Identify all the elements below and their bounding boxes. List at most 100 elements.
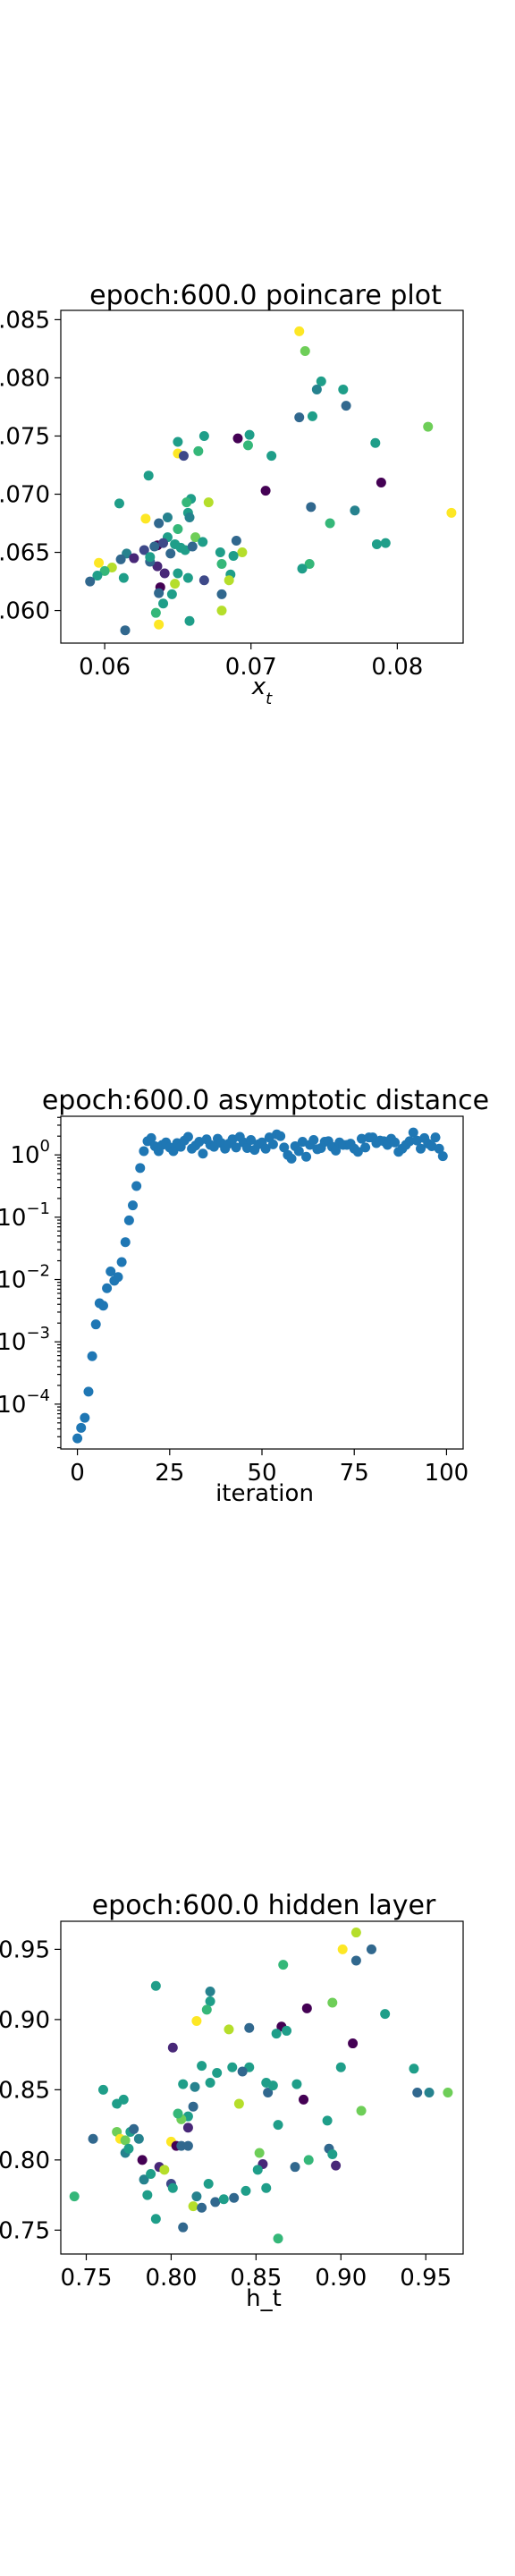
scatter-point <box>352 1147 363 1157</box>
scatter-point <box>430 1132 441 1143</box>
scatter-point <box>446 507 457 518</box>
poincare-y-ticks: 0.060 0.065 0.070 0.075 0.080 0.085 <box>0 307 61 625</box>
scatter-point <box>198 1148 208 1159</box>
scatter-point <box>404 1136 415 1147</box>
scatter-point <box>97 1301 108 1311</box>
scatter-point <box>182 1131 193 1142</box>
scatter-point <box>191 2191 202 2202</box>
asymptotic-points <box>72 1127 448 1444</box>
hidden-layer-frame <box>60 1920 464 2255</box>
scatter-point <box>371 538 382 549</box>
scatter-point <box>307 411 317 421</box>
scatter-point <box>184 615 195 626</box>
scatter-point <box>350 1928 361 1938</box>
scatter-point <box>197 2061 207 2072</box>
scatter-point <box>198 430 209 441</box>
scatter-point <box>145 552 156 563</box>
hidden-points <box>69 1928 453 2244</box>
poincare-plot-frame <box>60 309 464 644</box>
x-tick-label: 0.07 <box>225 654 277 681</box>
scatter-point <box>167 2182 178 2193</box>
scatter-point <box>286 1153 297 1164</box>
y-tick-label: 10−2 <box>0 1262 50 1294</box>
hidden-x-ticks: 0.75 0.80 0.85 0.90 0.95 <box>61 2254 452 2292</box>
scatter-point <box>150 607 161 618</box>
scatter-point <box>227 1134 238 1145</box>
scatter-point <box>129 553 139 564</box>
scatter-point <box>197 2202 207 2213</box>
scatter-point <box>380 2009 391 2020</box>
scatter-point <box>167 2042 178 2053</box>
scatter-point <box>76 1422 87 1433</box>
scatter-point <box>279 1142 290 1153</box>
scatter-point <box>72 1433 83 1444</box>
scatter-point <box>412 2087 423 2097</box>
scatter-point <box>114 498 124 509</box>
scatter-point <box>308 1134 319 1145</box>
scatter-point <box>135 1163 146 1174</box>
scatter-point <box>106 562 117 572</box>
scatter-point <box>205 1986 215 1996</box>
scatter-point <box>228 550 239 561</box>
scatter-point <box>203 2179 214 2190</box>
hidden-layer-panel: epoch:600.0 hidden layer 0.75 0.80 0.85 0.9… <box>0 1890 464 2312</box>
y-tick-label: 0.070 <box>0 482 50 509</box>
scatter-point <box>159 2165 170 2175</box>
x-tick-label: 0.08 <box>371 654 423 681</box>
scatter-point <box>129 2123 139 2134</box>
scatter-point <box>316 376 326 386</box>
scatter-point <box>297 1137 308 1148</box>
scatter-point <box>184 513 195 523</box>
scatter-point <box>146 2169 156 2180</box>
y-tick-label: 10−1 <box>0 1199 50 1232</box>
scatter-point <box>80 1412 90 1423</box>
scatter-point <box>99 565 110 576</box>
y-tick-label: 0.080 <box>0 365 50 392</box>
scatter-point <box>173 524 183 535</box>
scatter-point <box>299 2094 309 2105</box>
scatter-point <box>252 2165 263 2175</box>
asymptotic-y-ticks: 100 10−1 10−2 10−3 10−4 <box>0 1116 61 1449</box>
scatter-point <box>118 2094 129 2105</box>
scatter-point <box>293 1146 304 1157</box>
scatter-point <box>224 575 234 586</box>
scatter-point <box>325 518 335 529</box>
scatter-point <box>178 2079 189 2089</box>
scatter-point <box>180 545 190 555</box>
scatter-point <box>360 1142 371 1153</box>
scatter-point <box>83 1386 94 1397</box>
scatter-point <box>327 1997 338 2008</box>
scatter-point <box>170 579 181 589</box>
scatter-point <box>149 541 160 552</box>
scatter-point <box>142 2190 153 2200</box>
scatter-point <box>426 1140 437 1151</box>
scatter-point <box>260 1143 271 1154</box>
y-tick-label: 10−4 <box>0 1386 50 1419</box>
scatter-point <box>198 575 209 586</box>
scatter-point <box>260 486 271 496</box>
scatter-point <box>327 2149 338 2160</box>
y-tick-label: 0.85 <box>0 2077 50 2104</box>
y-tick-label: 100 <box>10 1137 50 1169</box>
scatter-point <box>267 1139 278 1149</box>
scatter-point <box>88 2133 98 2144</box>
scatter-point <box>278 1960 289 1970</box>
scatter-point <box>337 1944 348 1954</box>
scatter-point <box>203 497 214 508</box>
x-tick-label: 0.06 <box>79 654 131 681</box>
scatter-point <box>301 2003 312 2013</box>
x-tick-label: 0.80 <box>145 2265 197 2292</box>
scatter-point <box>128 1200 139 1211</box>
y-tick-label: 0.90 <box>0 2007 50 2034</box>
y-tick-label: 0.95 <box>0 1936 50 1963</box>
scatter-point <box>229 2192 240 2203</box>
scatter-point <box>123 1215 134 1225</box>
scatter-point <box>370 437 381 448</box>
scatter-point <box>301 1151 312 1162</box>
scatter-point <box>303 2155 314 2165</box>
scatter-point <box>178 2222 189 2233</box>
scatter-point <box>159 568 170 579</box>
poincare-plot-panel: epoch:600.0 poincare plot 0.06 0.07 0.08 0… <box>0 280 464 708</box>
scatter-point <box>294 412 305 423</box>
